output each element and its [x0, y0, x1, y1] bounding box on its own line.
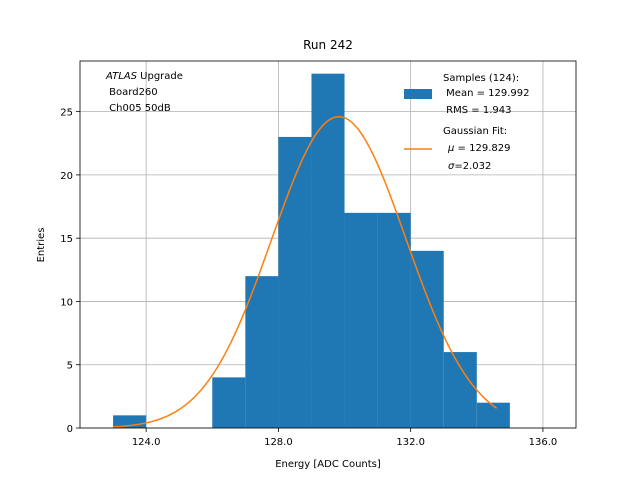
- y-tick-label-3: 15: [60, 234, 73, 245]
- histogram-bars: [113, 73, 510, 428]
- x-axis-label: Energy [ADC Counts]: [275, 459, 381, 470]
- legend-samples-mean: Mean = 129.992: [443, 88, 530, 99]
- annotation-line-3: Ch005 50dB: [106, 103, 171, 114]
- annotation-line-2: Board260: [106, 87, 158, 98]
- plot-frame: [79, 60, 577, 429]
- gaussian-fit: [113, 115, 498, 428]
- legend: Samples (124): Mean = 129.992 RMS = 1.94…: [404, 73, 530, 172]
- x-tick-label-2: 132.0: [396, 437, 425, 448]
- legend-samples-title: Samples (124):: [443, 73, 519, 84]
- legend-samples-swatch: [404, 89, 432, 99]
- histogram-bar-6: [311, 73, 345, 428]
- gaussian-fit-curve: [113, 115, 498, 428]
- annotation-box: ATLAS Upgrade Board260 Ch005 50dB: [105, 71, 183, 114]
- histogram-bar-4: [245, 276, 279, 428]
- axis-ticks: 124.0 128.0 132.0 136.0 0 5 10 15 20 25: [60, 108, 557, 448]
- histogram-bar-3: [212, 377, 246, 428]
- y-axis-label: Entries: [36, 228, 47, 263]
- x-tick-label-3: 136.0: [529, 437, 558, 448]
- y-tick-label-2: 10: [60, 297, 73, 308]
- legend-fit-sigma: σ=2.032: [448, 161, 491, 172]
- histogram-bar-8: [377, 212, 411, 428]
- legend-fit-title: Gaussian Fit:: [443, 126, 507, 137]
- annotation-upgrade: Upgrade: [137, 71, 183, 82]
- legend-mu-symbol: μ: [447, 143, 454, 154]
- legend-mu-value: = 129.829: [454, 143, 510, 154]
- histogram-bar-11: [476, 402, 510, 428]
- annotation-atlas: ATLAS: [105, 71, 138, 82]
- y-tick-label-1: 5: [67, 361, 73, 372]
- y-tick-label-0: 0: [67, 424, 73, 435]
- histogram-bar-9: [410, 250, 444, 428]
- x-tick-label-0: 124.0: [132, 437, 161, 448]
- histogram-bar-10: [443, 352, 477, 428]
- y-tick-label-4: 20: [60, 171, 73, 182]
- legend-sigma-value: =2.032: [454, 161, 491, 172]
- x-tick-label-1: 128.0: [264, 437, 293, 448]
- legend-sigma-symbol: σ: [448, 161, 455, 172]
- chart-title: Run 242: [303, 38, 353, 52]
- legend-samples-rms: RMS = 1.943: [443, 105, 511, 116]
- histogram-bar-7: [344, 212, 378, 428]
- y-tick-label-5: 25: [60, 108, 73, 119]
- histogram-bar-5: [278, 136, 312, 428]
- annotation-line-1: ATLAS Upgrade: [105, 71, 183, 82]
- legend-fit-mu: μ = 129.829: [447, 143, 510, 154]
